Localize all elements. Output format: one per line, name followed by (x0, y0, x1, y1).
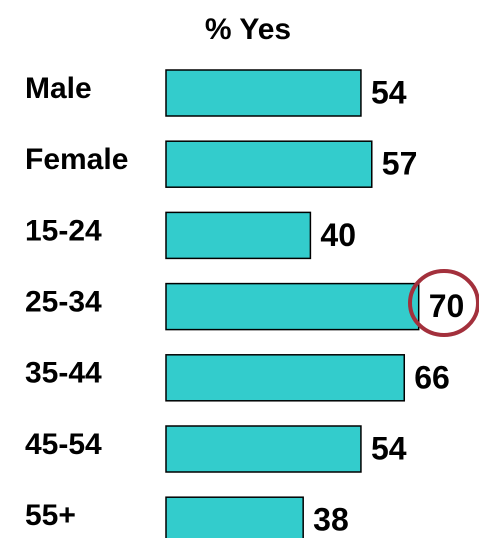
category-label: 15-24 (25, 214, 102, 247)
value-label: 70 (429, 288, 465, 324)
value-label: 66 (414, 359, 450, 395)
category-label: 45-54 (25, 428, 102, 461)
value-label: 54 (371, 74, 407, 110)
category-label: 55+ (25, 499, 76, 532)
bar (165, 140, 373, 188)
bar (165, 211, 312, 260)
category-label: Male (25, 72, 92, 105)
value-label: 40 (320, 217, 356, 253)
bar (165, 282, 420, 331)
bar (165, 69, 362, 117)
category-label: 25-34 (25, 286, 102, 319)
category-label: 35-44 (25, 357, 102, 390)
chart-title: % Yes (205, 13, 291, 46)
category-label: Female (25, 143, 128, 176)
value-label: 54 (371, 430, 407, 466)
bar (165, 496, 304, 538)
bar (165, 354, 406, 402)
value-label: 38 (313, 502, 349, 538)
bar (165, 425, 362, 473)
highlight-circle (408, 269, 479, 337)
value-label: 57 (382, 146, 418, 182)
